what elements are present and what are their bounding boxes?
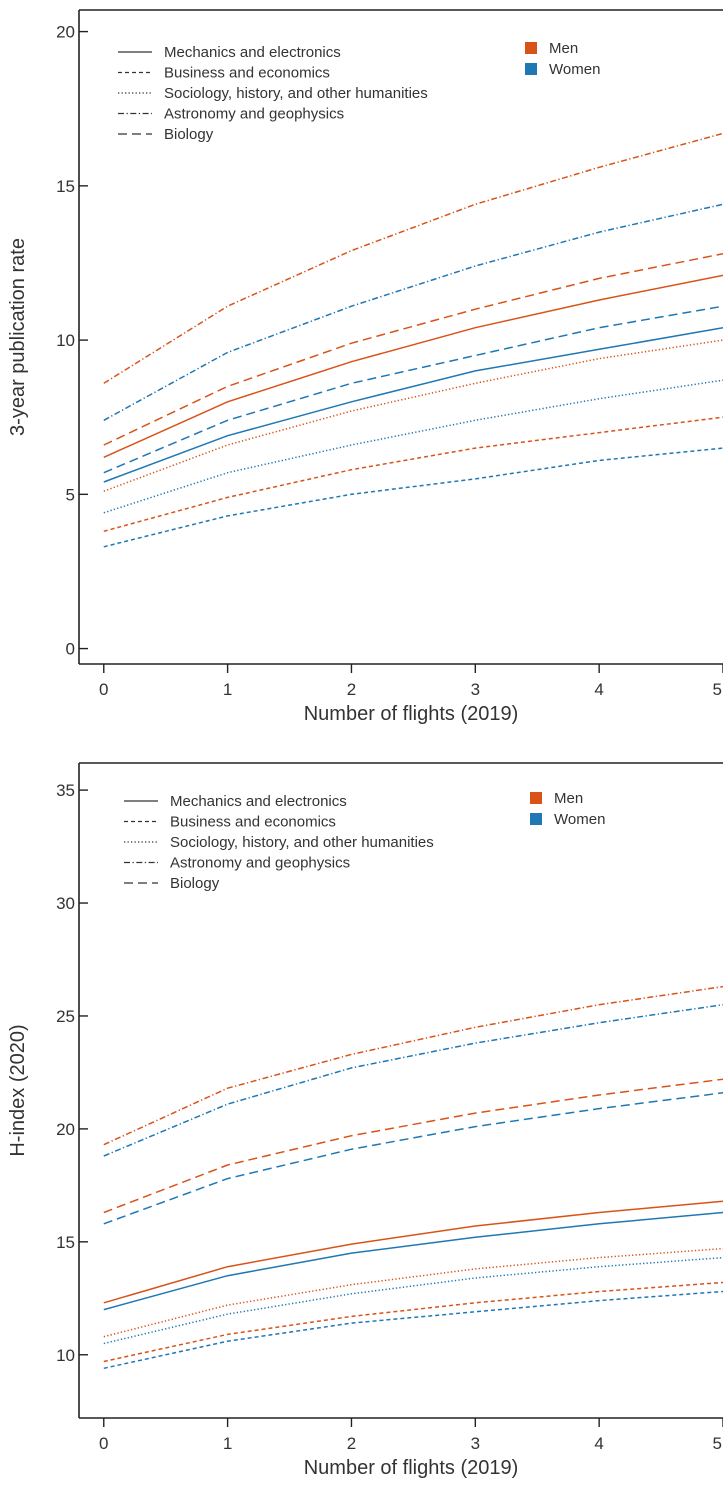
legend-color-swatch-men bbox=[530, 792, 542, 804]
x-tick-label: 0 bbox=[99, 680, 108, 699]
publication-rate-chart: 0 5 10 15 20 0 1 2 3 4 5 Number of flights (2019) 3-… bbox=[7, 9, 723, 725]
x-axis-label: Number of flights (2019) bbox=[304, 1457, 519, 1479]
y-tick-label: 25 bbox=[56, 1007, 75, 1026]
series-line-astronomy-and-geophysics-women bbox=[103, 1003, 723, 1157]
legend-label-sociology-history-and-other-humanities: Sociology, history, and other humanities bbox=[170, 834, 434, 851]
x-axis-label: Number of flights (2019) bbox=[304, 703, 519, 725]
y-tick-label: 35 bbox=[56, 781, 75, 800]
x-tick-label: 2 bbox=[347, 1434, 356, 1453]
legend-label-mechanics-and-electronics: Mechanics and electronics bbox=[170, 793, 347, 810]
series-line-sociology-history-and-other-humanities-men bbox=[103, 1247, 723, 1338]
series-line-mechanics-and-electronics-men bbox=[103, 274, 723, 458]
series-line-astronomy-and-geophysics-men bbox=[103, 985, 723, 1146]
x-tick-label: 2 bbox=[347, 680, 356, 699]
legend-label-astronomy-and-geophysics: Astronomy and geophysics bbox=[170, 855, 350, 872]
legend-color-swatch-men bbox=[525, 42, 537, 54]
series-line-business-and-economics-men bbox=[103, 416, 723, 533]
legend-label-business-and-economics: Business and economics bbox=[164, 65, 330, 82]
series-line-business-and-economics-women bbox=[103, 1290, 723, 1370]
x-tick-label: 3 bbox=[471, 680, 480, 699]
series-line-mechanics-and-electronics-men bbox=[103, 1200, 723, 1304]
y-tick-label: 10 bbox=[56, 1346, 75, 1365]
series-line-mechanics-and-electronics-women bbox=[103, 326, 723, 483]
legend-label-astronomy-and-geophysics: Astronomy and geophysics bbox=[164, 106, 344, 123]
legend-label-women: Women bbox=[549, 61, 600, 78]
series-line-business-and-economics-men bbox=[103, 1281, 723, 1363]
x-tick-label: 3 bbox=[471, 1434, 480, 1453]
h-index-chart: 10 15 20 25 30 35 0 1 2 3 4 5 Number of flights (201… bbox=[7, 762, 723, 1479]
series-line-mechanics-and-electronics-women bbox=[103, 1211, 723, 1311]
y-tick-label: 15 bbox=[56, 1233, 75, 1252]
y-axis-label: H-index (2020) bbox=[7, 1024, 29, 1156]
x-tick-label: 0 bbox=[99, 1434, 108, 1453]
x-tick-label: 5 bbox=[713, 680, 722, 699]
series-line-astronomy-and-geophysics-men bbox=[103, 132, 723, 384]
legend-label-biology: Biology bbox=[164, 126, 214, 143]
y-tick-label: 20 bbox=[56, 23, 75, 42]
legend-label-sociology-history-and-other-humanities: Sociology, history, and other humanities bbox=[164, 85, 428, 102]
x-tick-label: 5 bbox=[713, 1434, 722, 1453]
legend-color-swatch-women bbox=[530, 813, 542, 825]
gender-color-legend: Men Women bbox=[525, 40, 600, 78]
series-line-business-and-economics-women bbox=[103, 447, 723, 548]
legend-label-business-and-economics: Business and economics bbox=[170, 814, 336, 831]
x-tick-label: 1 bbox=[223, 680, 232, 699]
legend-label-men: Men bbox=[549, 40, 578, 57]
y-tick-label: 0 bbox=[66, 640, 75, 659]
series-line-biology-women bbox=[103, 1092, 723, 1225]
legend-label-biology: Biology bbox=[170, 875, 220, 892]
line-style-legend: Mechanics and electronics Business and ec… bbox=[118, 44, 428, 143]
y-axis-label: 3-year publication rate bbox=[7, 238, 29, 436]
x-tick-label: 4 bbox=[594, 1434, 603, 1453]
y-tick-label: 5 bbox=[66, 485, 75, 504]
y-tick-label: 15 bbox=[56, 177, 75, 196]
series-line-biology-men bbox=[103, 1078, 723, 1214]
series-line-biology-women bbox=[103, 305, 723, 474]
legend-label-mechanics-and-electronics: Mechanics and electronics bbox=[164, 44, 341, 61]
y-tick-label: 30 bbox=[56, 894, 75, 913]
legend-color-swatch-women bbox=[525, 63, 537, 75]
x-tick-label: 4 bbox=[594, 680, 603, 699]
legend-label-men: Men bbox=[554, 790, 583, 807]
y-tick-label: 20 bbox=[56, 1120, 75, 1139]
series-line-sociology-history-and-other-humanities-women bbox=[103, 1256, 723, 1345]
series-line-biology-men bbox=[103, 252, 723, 446]
gender-color-legend: Men Women bbox=[530, 790, 605, 828]
legend-label-women: Women bbox=[554, 811, 605, 828]
line-style-legend: Mechanics and electronics Business and ec… bbox=[124, 793, 434, 892]
x-tick-label: 1 bbox=[223, 1434, 232, 1453]
y-tick-label: 10 bbox=[56, 331, 75, 350]
